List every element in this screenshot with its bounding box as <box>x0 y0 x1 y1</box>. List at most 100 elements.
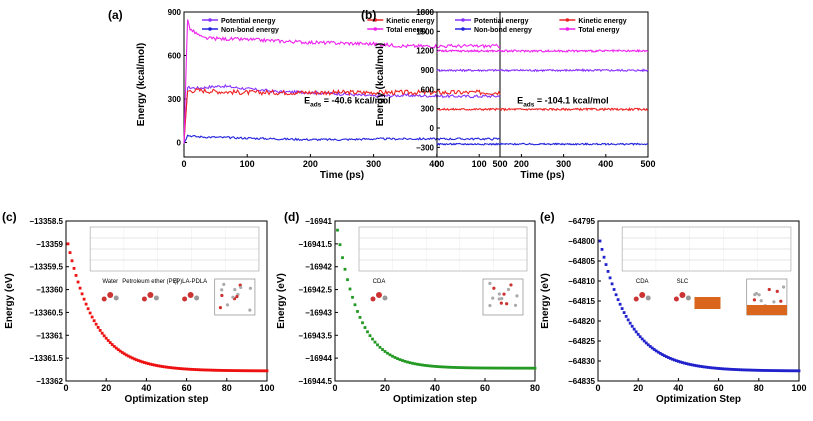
data-point <box>201 368 205 372</box>
data-point <box>797 369 801 373</box>
data-point <box>108 341 112 344</box>
data-point <box>147 362 150 366</box>
molecule-atom <box>153 295 159 301</box>
data-point <box>466 366 469 370</box>
box-atom <box>488 303 492 308</box>
legend-marker-3 <box>373 27 378 31</box>
data-point <box>84 302 88 306</box>
data-point <box>124 353 128 357</box>
data-point <box>161 365 164 368</box>
y-tick-label: −13359 <box>36 240 63 249</box>
plot-frame <box>183 11 501 158</box>
data-point <box>363 326 367 329</box>
data-point <box>426 364 429 368</box>
data-point <box>428 364 432 368</box>
data-point <box>697 364 700 368</box>
data-point <box>634 330 638 334</box>
data-point <box>456 366 459 369</box>
box-atom <box>222 282 226 287</box>
data-point <box>668 356 672 360</box>
annotation-main: E <box>517 95 523 105</box>
molecule-atom <box>376 292 382 298</box>
data-point <box>705 365 708 369</box>
panel-label: (a) <box>108 8 123 22</box>
data-point <box>453 366 457 369</box>
y-tick-label: −64835 <box>568 377 595 386</box>
x-tick-label: 500 <box>492 159 507 169</box>
series-line-0 <box>183 83 501 142</box>
data-point <box>80 292 84 296</box>
data-point <box>783 369 787 373</box>
y-tick-label: 300 <box>421 105 435 114</box>
data-point <box>745 368 749 372</box>
y-tick-label: −64810 <box>568 277 595 286</box>
data-point <box>371 337 374 341</box>
data-point <box>173 366 176 370</box>
data-point <box>169 366 172 370</box>
y-tick-label: −13362 <box>36 377 63 386</box>
box-atom <box>779 299 783 303</box>
data-point <box>233 369 237 373</box>
x-tick-label: 40 <box>430 383 440 393</box>
legend-marker-0 <box>208 18 212 22</box>
box-atom <box>235 295 239 299</box>
data-point <box>251 369 255 373</box>
data-point <box>749 368 753 372</box>
y-tick-label: −64830 <box>568 357 595 366</box>
data-point <box>751 368 755 372</box>
box-atom <box>225 303 230 307</box>
series-line-3 <box>183 19 501 144</box>
data-point <box>793 369 797 373</box>
y-tick-label: −13358.5 <box>29 217 63 226</box>
data-point <box>231 369 235 372</box>
annotation-sub: ads <box>523 101 535 108</box>
data-point <box>773 369 777 373</box>
data-point <box>189 367 193 371</box>
x-axis-label: Time (ps) <box>520 170 564 181</box>
data-point <box>128 355 132 359</box>
data-point <box>486 366 489 370</box>
data-point <box>102 334 106 338</box>
x-tick-label: 0 <box>595 383 600 393</box>
data-point <box>185 367 188 371</box>
data-point <box>648 345 652 348</box>
data-point <box>253 369 257 373</box>
data-point <box>707 366 710 369</box>
data-point <box>106 339 110 342</box>
data-point <box>518 366 522 370</box>
data-point <box>448 365 452 369</box>
data-point <box>386 351 389 355</box>
data-point <box>104 336 108 340</box>
data-point <box>795 369 799 373</box>
data-point <box>622 311 626 314</box>
data-point <box>175 366 178 370</box>
panel-label: (d) <box>284 210 299 224</box>
box-atom <box>502 292 506 296</box>
data-point <box>243 369 247 373</box>
data-point <box>205 368 209 372</box>
plot-frame <box>334 220 536 382</box>
data-point <box>672 358 676 362</box>
data-point <box>606 270 610 273</box>
data-point <box>142 361 146 364</box>
data-point <box>219 368 223 372</box>
data-point <box>94 322 98 326</box>
x-tick-label: 100 <box>791 383 806 393</box>
data-point <box>358 316 362 319</box>
data-point <box>207 368 211 372</box>
legend-marker-3 <box>565 27 570 31</box>
x-tick-label: 100 <box>259 383 274 393</box>
data-point <box>197 368 201 372</box>
data-point <box>511 366 514 370</box>
data-point <box>757 368 761 372</box>
data-point <box>153 363 156 367</box>
data-point <box>66 242 70 246</box>
data-point <box>674 359 678 363</box>
data-point <box>666 356 670 359</box>
data-point <box>787 369 791 373</box>
data-point <box>733 368 737 371</box>
y-axis-label: Energy (eV) <box>276 273 287 329</box>
data-point <box>423 363 427 367</box>
molecule-atom <box>147 292 154 298</box>
data-point <box>468 366 472 370</box>
